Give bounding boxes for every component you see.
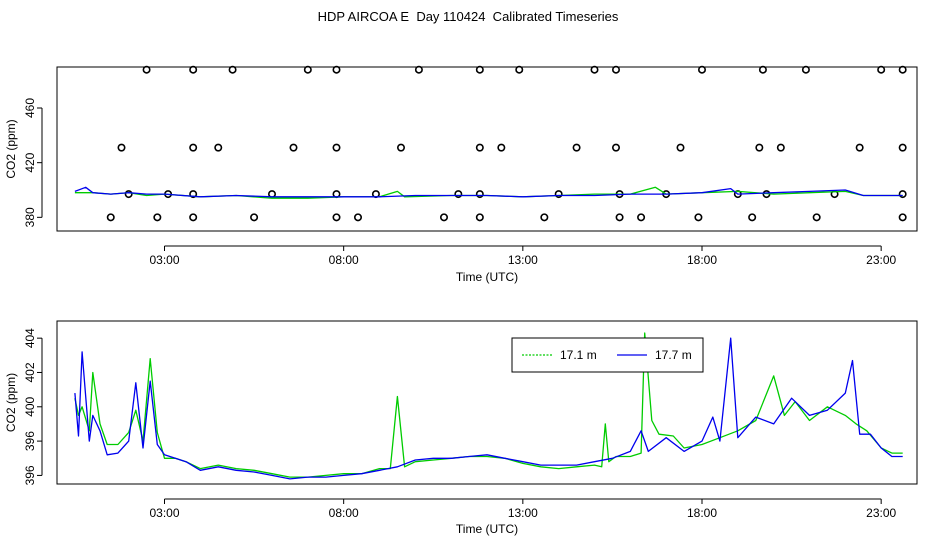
x-tick-label: 08:00 [329, 253, 359, 267]
data-point [590, 65, 599, 74]
y-tick-label: 402 [23, 362, 37, 382]
data-point [554, 190, 563, 199]
data-point [801, 65, 810, 74]
data-point [153, 213, 162, 222]
data-point [877, 65, 886, 74]
x-tick-label: 13:00 [508, 506, 538, 520]
y-tick-label: 396 [23, 431, 37, 451]
data-point [611, 143, 620, 152]
data-point [142, 65, 151, 74]
x-tick-label: 18:00 [687, 506, 717, 520]
marker-series [106, 65, 907, 222]
data-point [189, 143, 198, 152]
data-point [117, 143, 126, 152]
data-point [540, 213, 549, 222]
x-tick-label: 13:00 [508, 253, 538, 267]
data-point [758, 65, 767, 74]
data-point [572, 143, 581, 152]
data-point [454, 190, 463, 199]
data-point [694, 213, 703, 222]
x-tick-label: 08:00 [329, 506, 359, 520]
legend-label: 17.7 m [655, 348, 692, 362]
data-point [898, 190, 907, 199]
y-tick-label: 396 [23, 465, 37, 485]
y-tick-label: 400 [23, 396, 37, 416]
data-point [611, 65, 620, 74]
data-point [189, 213, 198, 222]
data-point [515, 65, 524, 74]
series-line-17-7m [74, 337, 903, 480]
x-tick-label: 18:00 [687, 253, 717, 267]
data-point [615, 213, 624, 222]
data-point [189, 65, 198, 74]
data-point [228, 65, 237, 74]
data-point [289, 143, 298, 152]
data-point [189, 190, 198, 199]
x-tick-label: 03:00 [149, 253, 179, 267]
data-point [250, 213, 259, 222]
data-point [332, 143, 341, 152]
series-line-17-7m [74, 186, 903, 198]
x-tick-label: 23:00 [866, 506, 896, 520]
data-point [697, 65, 706, 74]
data-point [353, 213, 362, 222]
data-point [475, 143, 484, 152]
legend-label: 17.1 m [560, 348, 597, 362]
data-point [855, 143, 864, 152]
data-point [475, 190, 484, 199]
plot-frame [56, 66, 918, 232]
y-axis-label: CO2 (ppm) [4, 119, 18, 178]
data-point [332, 213, 341, 222]
data-point [303, 65, 312, 74]
x-tick-label: 03:00 [149, 506, 179, 520]
data-point [332, 65, 341, 74]
data-point [439, 213, 448, 222]
data-point [637, 213, 646, 222]
bottom-panel: 03:00 08:00 13:00 18:00 23:00 Time (UTC) 396 39… [4, 320, 918, 536]
data-point [396, 143, 405, 152]
x-tick-label: 23:00 [866, 253, 896, 267]
data-point [497, 143, 506, 152]
legend: 17.1 m 17.7 m [511, 337, 704, 373]
y-axis-label: CO2 (ppm) [4, 373, 18, 432]
top-panel: 03:00 08:00 13:00 18:00 23:00 Time (UTC) 380 42… [4, 65, 918, 284]
x-axis-label: Time (UTC) [456, 270, 518, 284]
data-point [676, 143, 685, 152]
data-point [812, 213, 821, 222]
y-tick-label: 380 [23, 207, 37, 227]
data-point [776, 143, 785, 152]
data-point [898, 143, 907, 152]
data-point [124, 190, 133, 199]
data-point [755, 143, 764, 152]
page-title: HDP AIRCOA E Day 110424 Calibrated Times… [317, 9, 619, 24]
plot-frame [56, 320, 918, 485]
y-tick-label: 420 [23, 152, 37, 172]
data-point [214, 143, 223, 152]
y-tick-label: 404 [23, 328, 37, 348]
data-point [106, 213, 115, 222]
data-point [475, 65, 484, 74]
y-tick-label: 460 [23, 98, 37, 118]
data-point [898, 213, 907, 222]
data-point [414, 65, 423, 74]
data-point [898, 65, 907, 74]
data-point [475, 213, 484, 222]
data-point [748, 213, 757, 222]
x-axis-label: Time (UTC) [456, 522, 518, 536]
